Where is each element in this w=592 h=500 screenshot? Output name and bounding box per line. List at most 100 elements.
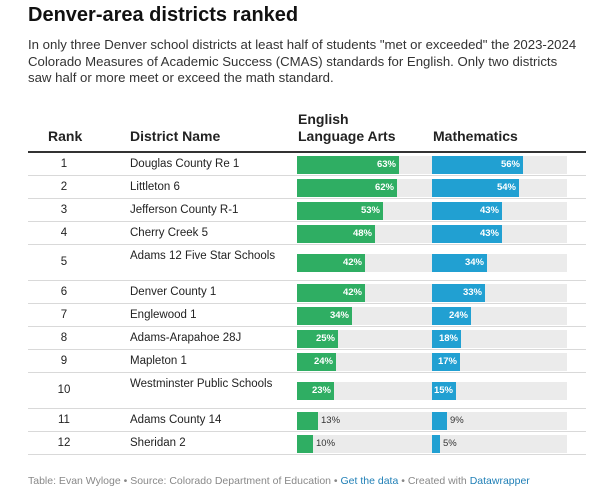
rank-cell: 2	[60, 181, 68, 193]
ela-bar-track: 53%	[297, 202, 432, 220]
ela-bar-track: 10%	[297, 435, 432, 453]
ela-bar[interactable]	[297, 412, 318, 430]
math-bar[interactable]	[432, 330, 461, 348]
ela-bar[interactable]	[297, 202, 383, 220]
math-bar-track: 5%	[432, 435, 567, 453]
math-value-label: 34%	[464, 257, 484, 268]
district-name-cell: Englewood 1	[130, 309, 197, 321]
table-row: 3 Jefferson County R-1 53% 43%	[28, 199, 586, 222]
math-bar[interactable]	[432, 382, 456, 400]
ela-bar[interactable]	[297, 254, 365, 272]
math-bar-track: 15%	[432, 382, 567, 400]
district-name-cell: Westminster Public Schools	[130, 378, 273, 390]
math-value-label: 9%	[450, 415, 464, 426]
column-header-district[interactable]: District Name	[130, 128, 221, 144]
ela-bar-track: 62%	[297, 179, 432, 197]
column-header-rank[interactable]: Rank	[48, 128, 83, 144]
ela-value-label: 62%	[374, 182, 394, 193]
math-bar-track: 18%	[432, 330, 567, 348]
ela-bar[interactable]	[297, 225, 375, 243]
math-value-label: 24%	[448, 310, 468, 321]
table-row: 10 Westminster Public Schools 23% 15%	[28, 373, 586, 409]
footer-credit: Table: Evan Wyloge • Source: Colorado De…	[28, 475, 341, 487]
table-row: 9 Mapleton 1 24% 17%	[28, 350, 586, 373]
math-bar-track: 24%	[432, 307, 567, 325]
ela-value-label: 24%	[313, 356, 333, 367]
ela-bar-track: 25%	[297, 330, 432, 348]
math-bar[interactable]	[432, 353, 460, 371]
rank-cell: 6	[60, 286, 68, 298]
math-bar[interactable]	[432, 225, 502, 243]
math-bar-track: 34%	[432, 254, 567, 272]
math-value-label: 43%	[479, 228, 499, 239]
district-name-cell: Cherry Creek 5	[130, 227, 208, 239]
rank-cell: 1	[60, 158, 68, 170]
math-value-label: 54%	[496, 182, 516, 193]
ela-bar[interactable]	[297, 330, 338, 348]
district-name-cell: Sheridan 2	[130, 437, 186, 449]
district-name-cell: Adams County 14	[130, 414, 222, 426]
table-row: 2 Littleton 6 62% 54%	[28, 176, 586, 199]
district-name-cell: Douglas County Re 1	[130, 158, 240, 170]
table-row: 8 Adams-Arapahoe 28J 25% 18%	[28, 327, 586, 350]
ela-bar-track: 13%	[297, 412, 432, 430]
math-bar[interactable]	[432, 435, 440, 453]
ela-bar-track: 24%	[297, 353, 432, 371]
ela-value-label: 10%	[316, 438, 336, 449]
math-bar[interactable]	[432, 254, 487, 272]
math-bar-track: 54%	[432, 179, 567, 197]
math-value-label: 56%	[500, 159, 520, 170]
math-bar-track: 33%	[432, 284, 567, 302]
math-bar[interactable]	[432, 412, 447, 430]
rank-cell: 10	[57, 384, 71, 396]
datawrapper-link[interactable]: Datawrapper	[469, 475, 530, 487]
table-row: 12 Sheridan 2 10% 5%	[28, 432, 586, 455]
rank-cell: 5	[60, 256, 68, 268]
ela-bar[interactable]	[297, 179, 397, 197]
table-row: 4 Cherry Creek 5 48% 43%	[28, 222, 586, 245]
math-value-label: 33%	[462, 287, 482, 298]
ela-bar-track: 63%	[297, 156, 432, 174]
ela-bar[interactable]	[297, 382, 334, 400]
math-bar[interactable]	[432, 156, 523, 174]
chart-title: Denver-area districts ranked	[28, 4, 299, 26]
math-bar[interactable]	[432, 179, 519, 197]
ela-bar[interactable]	[297, 353, 336, 371]
ela-bar-track: 48%	[297, 225, 432, 243]
district-name-cell: Littleton 6	[130, 181, 180, 193]
district-name-cell: Denver County 1	[130, 286, 217, 298]
column-header-ela[interactable]: English Language Arts	[298, 111, 428, 145]
math-value-label: 15%	[433, 385, 453, 396]
column-header-ela-line2: Language Arts	[298, 128, 396, 144]
math-value-label: 18%	[438, 333, 458, 344]
district-name-cell: Adams-Arapahoe 28J	[130, 332, 242, 344]
column-header-math[interactable]: Mathematics	[433, 128, 518, 144]
math-bar-track: 43%	[432, 202, 567, 220]
ela-bar[interactable]	[297, 307, 352, 325]
district-name-cell: Mapleton 1	[130, 355, 187, 367]
get-the-data-link[interactable]: Get the data	[340, 475, 399, 487]
rank-cell: 11	[58, 414, 70, 426]
math-value-label: 17%	[437, 356, 457, 367]
district-name-cell: Adams 12 Five Star Schools	[130, 250, 276, 262]
ela-bar-track: 34%	[297, 307, 432, 325]
math-bar[interactable]	[432, 307, 471, 325]
ela-value-label: 25%	[315, 333, 335, 344]
math-value-label: 43%	[479, 205, 499, 216]
math-bar-track: 9%	[432, 412, 567, 430]
table-row: 6 Denver County 1 42% 33%	[28, 281, 586, 304]
column-header-ela-line1: English	[298, 111, 349, 127]
ela-bar-track: 42%	[297, 254, 432, 272]
math-bar[interactable]	[432, 284, 485, 302]
chart-subtitle: In only three Denver school districts at…	[28, 37, 577, 85]
math-bar[interactable]	[432, 202, 502, 220]
ela-bar[interactable]	[297, 156, 399, 174]
ela-value-label: 34%	[329, 310, 349, 321]
ela-value-label: 13%	[321, 415, 341, 426]
district-name-cell: Jefferson County R-1	[130, 204, 239, 216]
ela-value-label: 42%	[342, 257, 362, 268]
ela-bar[interactable]	[297, 435, 313, 453]
ela-bar[interactable]	[297, 284, 365, 302]
math-bar-track: 56%	[432, 156, 567, 174]
table-row: 7 Englewood 1 34% 24%	[28, 304, 586, 327]
